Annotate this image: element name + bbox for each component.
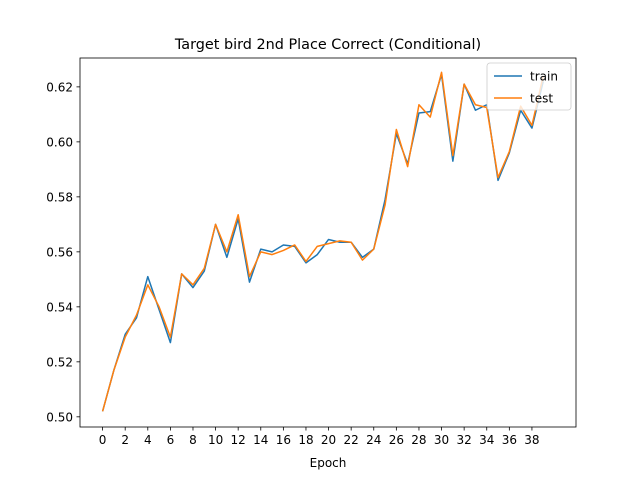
- y-tick-label: 0.62: [46, 80, 73, 94]
- x-tick-label: 30: [434, 433, 449, 447]
- x-tick-label: 36: [502, 433, 517, 447]
- x-tick-label: 24: [366, 433, 381, 447]
- chart-title: Target bird 2nd Place Correct (Condition…: [174, 37, 481, 53]
- x-tick-label: 10: [208, 433, 223, 447]
- y-tick-label: 0.52: [46, 355, 73, 369]
- x-tick-label: 16: [276, 433, 291, 447]
- x-tick-label: 22: [344, 433, 359, 447]
- x-tick-label: 32: [457, 433, 472, 447]
- x-tick-label: 28: [411, 433, 426, 447]
- x-tick-label: 0: [99, 433, 107, 447]
- series-line-test: [101, 71, 544, 412]
- x-tick-label: 8: [189, 433, 197, 447]
- y-tick-label: 0.58: [46, 190, 73, 204]
- x-tick-label: 2: [121, 433, 129, 447]
- x-tick-label: 38: [524, 433, 539, 447]
- x-tick-label: 18: [298, 433, 313, 447]
- x-tick-label: 6: [167, 433, 175, 447]
- axes-frame: [79, 57, 577, 428]
- x-tick-label: 26: [389, 433, 404, 447]
- y-tick-label: 0.54: [46, 300, 73, 314]
- y-tick-label: 0.50: [46, 410, 73, 424]
- x-tick-label: 12: [231, 433, 246, 447]
- y-tick-label: 0.56: [46, 245, 73, 259]
- x-tick-label: 4: [144, 433, 152, 447]
- legend-box: [486, 62, 572, 111]
- legend-label-train: train: [530, 70, 558, 84]
- x-tick-label: 14: [253, 433, 268, 447]
- x-axis-label: Epoch: [310, 456, 347, 470]
- legend-label-test: test: [530, 92, 553, 106]
- x-tick-label: 34: [479, 433, 494, 447]
- y-tick-label: 0.60: [46, 135, 73, 149]
- x-tick-label: 20: [321, 433, 336, 447]
